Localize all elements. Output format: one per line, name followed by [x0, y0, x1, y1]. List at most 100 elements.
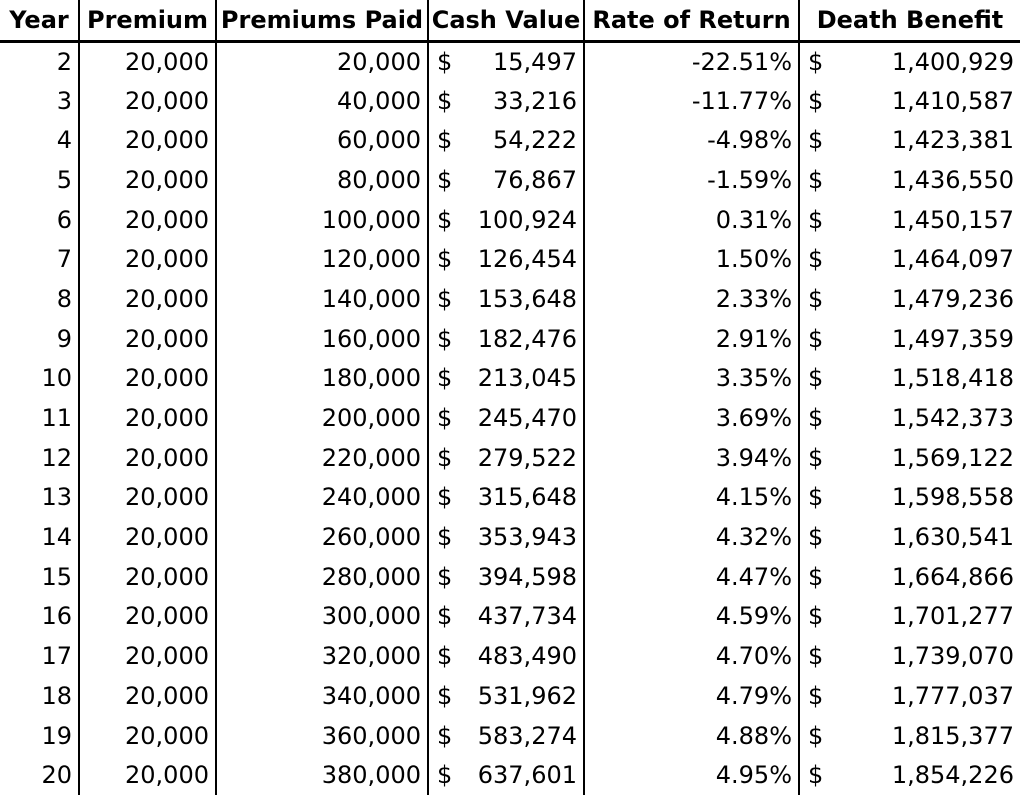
- cell-premium[interactable]: 20,000: [78, 358, 216, 399]
- cell-premiums-paid[interactable]: 300,000: [215, 596, 428, 637]
- cell-rate-of-return[interactable]: 2.33%: [583, 279, 799, 319]
- cell-rate-of-return[interactable]: 4.59%: [583, 596, 799, 637]
- cell-death-benefit[interactable]: $1,479,236: [798, 279, 1020, 319]
- cell-cash-value[interactable]: $100,924: [427, 199, 584, 240]
- cell-cash-value[interactable]: $15,497: [427, 41, 584, 81]
- cell-cash-value[interactable]: $353,943: [427, 517, 584, 557]
- column-header-premium[interactable]: Premium: [78, 0, 216, 43]
- cell-death-benefit[interactable]: $1,630,541: [798, 517, 1020, 557]
- cell-rate-of-return[interactable]: 3.69%: [583, 398, 799, 438]
- cell-premium[interactable]: 20,000: [78, 318, 216, 359]
- cell-premiums-paid[interactable]: 360,000: [215, 715, 428, 756]
- cell-premium[interactable]: 20,000: [78, 80, 216, 121]
- cell-premiums-paid[interactable]: 220,000: [215, 437, 428, 478]
- cell-cash-value[interactable]: $245,470: [427, 398, 584, 438]
- cell-premium[interactable]: 20,000: [78, 239, 216, 280]
- cell-year[interactable]: 10: [41, 364, 72, 393]
- cell-premium[interactable]: 20,000: [78, 596, 216, 637]
- cell-premium[interactable]: 20,000: [78, 755, 216, 796]
- cell-death-benefit[interactable]: $1,664,866: [798, 556, 1020, 597]
- cell-rate-of-return[interactable]: 4.95%: [583, 755, 799, 796]
- cell-death-benefit[interactable]: $1,436,550: [798, 160, 1020, 200]
- cell-death-benefit[interactable]: $1,777,037: [798, 676, 1020, 716]
- cell-rate-of-return[interactable]: 3.94%: [583, 437, 799, 478]
- cell-cash-value[interactable]: $54,222: [427, 120, 584, 161]
- cell-premium[interactable]: 20,000: [78, 398, 216, 438]
- cell-cash-value[interactable]: $315,648: [427, 477, 584, 518]
- cell-premium[interactable]: 20,000: [78, 517, 216, 557]
- cell-premium[interactable]: 20,000: [78, 676, 216, 716]
- cell-death-benefit[interactable]: $1,518,418: [798, 358, 1020, 399]
- cell-premiums-paid[interactable]: 180,000: [215, 358, 428, 399]
- cell-death-benefit[interactable]: $1,400,929: [798, 41, 1020, 81]
- cell-premiums-paid[interactable]: 340,000: [215, 676, 428, 716]
- cell-year[interactable]: 8: [56, 284, 72, 313]
- cell-cash-value[interactable]: $153,648: [427, 279, 584, 319]
- cell-year[interactable]: 13: [41, 483, 72, 512]
- cell-cash-value[interactable]: $76,867: [427, 160, 584, 200]
- cell-premiums-paid[interactable]: 60,000: [215, 120, 428, 161]
- cell-premium[interactable]: 20,000: [78, 636, 216, 676]
- cell-year[interactable]: 4: [56, 126, 72, 155]
- cell-death-benefit[interactable]: $1,701,277: [798, 596, 1020, 637]
- cell-year[interactable]: 15: [41, 562, 72, 591]
- cell-year[interactable]: 3: [56, 86, 72, 115]
- cell-cash-value[interactable]: $182,476: [427, 318, 584, 359]
- cell-year[interactable]: 19: [41, 721, 72, 750]
- cell-death-benefit[interactable]: $1,739,070: [798, 636, 1020, 676]
- cell-premium[interactable]: 20,000: [78, 41, 216, 81]
- cell-year[interactable]: 5: [56, 165, 72, 194]
- cell-cash-value[interactable]: $483,490: [427, 636, 584, 676]
- cell-rate-of-return[interactable]: -22.51%: [583, 41, 799, 81]
- cell-death-benefit[interactable]: $1,410,587: [798, 80, 1020, 121]
- column-header-year[interactable]: Year: [0, 0, 79, 43]
- cell-premiums-paid[interactable]: 260,000: [215, 517, 428, 557]
- cell-rate-of-return[interactable]: 2.91%: [583, 318, 799, 359]
- cell-rate-of-return[interactable]: 4.79%: [583, 676, 799, 716]
- cell-premium[interactable]: 20,000: [78, 160, 216, 200]
- cell-cash-value[interactable]: $213,045: [427, 358, 584, 399]
- cell-premiums-paid[interactable]: 140,000: [215, 279, 428, 319]
- cell-year[interactable]: 14: [41, 523, 72, 552]
- cell-premium[interactable]: 20,000: [78, 120, 216, 161]
- cell-cash-value[interactable]: $279,522: [427, 437, 584, 478]
- column-header-death-benefit[interactable]: Death Benefit: [798, 0, 1020, 43]
- cell-rate-of-return[interactable]: 4.70%: [583, 636, 799, 676]
- cell-death-benefit[interactable]: $1,569,122: [798, 437, 1020, 478]
- cell-premium[interactable]: 20,000: [78, 437, 216, 478]
- cell-premium[interactable]: 20,000: [78, 199, 216, 240]
- column-header-premiums-paid[interactable]: Premiums Paid: [215, 0, 428, 43]
- cell-death-benefit[interactable]: $1,815,377: [798, 715, 1020, 756]
- column-header-rate-of-return[interactable]: Rate of Return: [583, 0, 799, 43]
- cell-year[interactable]: 7: [56, 245, 72, 274]
- cell-rate-of-return[interactable]: 4.32%: [583, 517, 799, 557]
- cell-death-benefit[interactable]: $1,542,373: [798, 398, 1020, 438]
- cell-rate-of-return[interactable]: 4.15%: [583, 477, 799, 518]
- cell-year[interactable]: 11: [41, 404, 72, 433]
- cell-death-benefit[interactable]: $1,854,226: [798, 755, 1020, 796]
- cell-premium[interactable]: 20,000: [78, 715, 216, 756]
- cell-death-benefit[interactable]: $1,450,157: [798, 199, 1020, 240]
- cell-rate-of-return[interactable]: 4.88%: [583, 715, 799, 756]
- cell-premiums-paid[interactable]: 40,000: [215, 80, 428, 121]
- cell-premiums-paid[interactable]: 280,000: [215, 556, 428, 597]
- cell-rate-of-return[interactable]: 4.47%: [583, 556, 799, 597]
- cell-cash-value[interactable]: $583,274: [427, 715, 584, 756]
- cell-year[interactable]: 17: [41, 642, 72, 671]
- cell-year[interactable]: 2: [56, 47, 72, 76]
- cell-rate-of-return[interactable]: 3.35%: [583, 358, 799, 399]
- cell-rate-of-return[interactable]: -4.98%: [583, 120, 799, 161]
- cell-death-benefit[interactable]: $1,598,558: [798, 477, 1020, 518]
- cell-death-benefit[interactable]: $1,464,097: [798, 239, 1020, 280]
- cell-rate-of-return[interactable]: -11.77%: [583, 80, 799, 121]
- cell-cash-value[interactable]: $33,216: [427, 80, 584, 121]
- cell-premiums-paid[interactable]: 100,000: [215, 199, 428, 240]
- cell-year[interactable]: 6: [56, 205, 72, 234]
- cell-death-benefit[interactable]: $1,497,359: [798, 318, 1020, 359]
- cell-premium[interactable]: 20,000: [78, 477, 216, 518]
- cell-year[interactable]: 12: [41, 443, 72, 472]
- cell-premium[interactable]: 20,000: [78, 279, 216, 319]
- cell-rate-of-return[interactable]: 1.50%: [583, 239, 799, 280]
- cell-year[interactable]: 20: [41, 761, 72, 790]
- cell-cash-value[interactable]: $531,962: [427, 676, 584, 716]
